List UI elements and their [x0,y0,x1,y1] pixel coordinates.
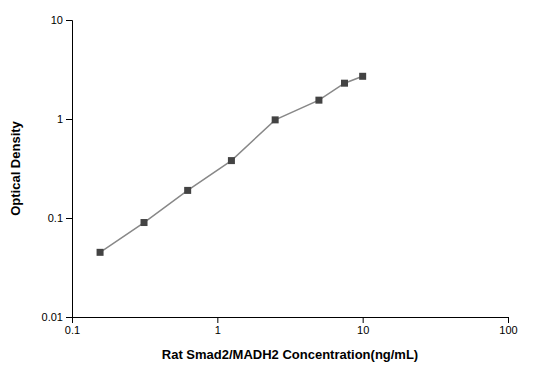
marker [97,249,104,256]
tick-label: 1 [215,324,221,336]
tick: 100 [499,317,517,336]
tick: 0.01 [42,311,72,323]
tick-label: 0.01 [42,311,63,323]
tick-label: 1 [57,113,63,125]
tick: 0.1 [65,317,80,336]
marker [341,80,348,87]
tick-label: 0.1 [48,212,63,224]
tick-mark [66,317,72,318]
tick-mark [66,20,72,21]
marker [315,97,322,104]
x-axis: 0.1 1 10 100 [65,317,518,336]
y-axis-title: Optical Density [8,120,23,215]
tick-label: 0.1 [65,324,80,336]
chart: 0.11101000.010.1110Rat Smad2/MADH2 Conce… [0,0,533,372]
tick-mark [66,218,72,219]
tick-mark [66,119,72,120]
tick: 10 [51,14,72,26]
tick: 1 [57,113,72,125]
marker [141,219,148,226]
marker [184,187,191,194]
tick-mark [217,317,218,323]
tick-label: 10 [357,324,369,336]
x-axis-title: Rat Smad2/MADH2 Concentration(ng/mL) [162,347,418,362]
tick: 1 [215,317,221,336]
tick-label: 100 [499,324,517,336]
tick-mark [508,317,509,323]
series [97,73,367,256]
tick-label: 10 [51,14,63,26]
tick-mark [363,317,364,323]
axis-line [66,21,73,318]
marker [228,157,235,164]
line [100,76,363,252]
axis-line [73,318,509,324]
marker [359,73,366,80]
plot: 0.11101000.010.1110Rat Smad2/MADH2 Conce… [8,14,518,362]
tick: 10 [357,317,369,336]
marker [272,116,279,123]
tick: 0.1 [48,212,72,224]
y-axis: 0.01 0.1 1 10 [42,14,73,323]
